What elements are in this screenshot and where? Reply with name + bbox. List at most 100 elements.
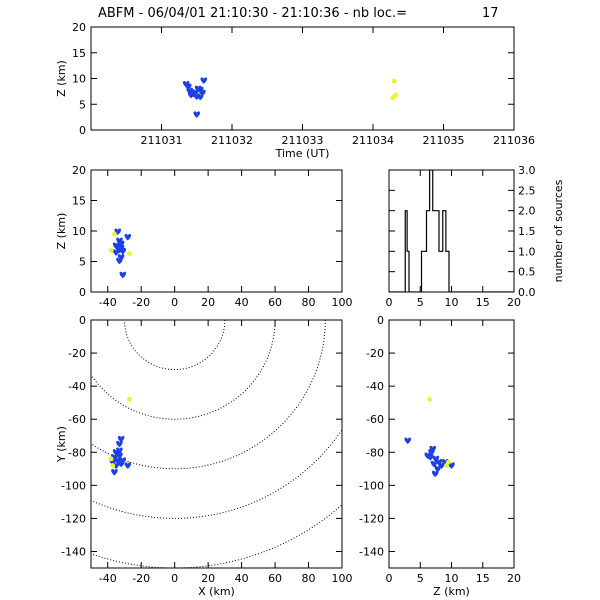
x-height-point-yellow-2 bbox=[127, 251, 132, 256]
x-height-point-blue-9 bbox=[119, 271, 127, 279]
plan-view-point-blue-3 bbox=[116, 452, 123, 459]
plan-view-ytick-label: -140 bbox=[61, 545, 86, 558]
x-height-point-blue-12 bbox=[117, 244, 125, 252]
time-height-xtick-label: 211031 bbox=[141, 134, 183, 147]
time-height-ytick-label: 20 bbox=[72, 21, 86, 34]
x-height-series-blue bbox=[112, 228, 132, 279]
count-text: 17 bbox=[482, 6, 499, 21]
plan-view-contour-1 bbox=[91, 320, 276, 420]
x-height-series-yellow bbox=[108, 231, 132, 256]
x-height-point-blue-11 bbox=[112, 242, 120, 250]
histogram-xtick-label: 20 bbox=[507, 296, 521, 309]
height-y-point-blue-7 bbox=[434, 465, 442, 473]
height-y-series-yellow bbox=[427, 396, 451, 468]
histogram-frame bbox=[388, 169, 515, 293]
x-height-xtick-label: -20 bbox=[132, 296, 150, 309]
histogram-ytick-label: 3.0 bbox=[518, 164, 536, 177]
time-height-ytick-label: 10 bbox=[72, 73, 86, 86]
height-y-ytick-label: -60 bbox=[366, 413, 384, 426]
x-height-xtick-label: 40 bbox=[235, 296, 249, 309]
height-y-point-blue-11 bbox=[426, 454, 434, 461]
x-height-point-blue-10 bbox=[124, 233, 132, 241]
histogram-ytick-label: 2.5 bbox=[518, 184, 536, 197]
height-histogram-panel: 0 5 10 15 200.0 0.5 1.0 1.5 2.0 2.5 3.0 number of s… bbox=[386, 164, 566, 309]
time-height-point-blue-5 bbox=[200, 77, 208, 84]
time-height-point-yellow-2 bbox=[390, 95, 396, 100]
height-y-point-yellow-0 bbox=[427, 396, 433, 402]
plan-view-xtick-label: 60 bbox=[268, 572, 282, 585]
height-y-xlabel: Z (km) bbox=[433, 585, 470, 598]
x-height-point-yellow-0 bbox=[112, 231, 117, 237]
plan-view-xtick-label: -20 bbox=[132, 572, 150, 585]
time-height-ytick-label: 5 bbox=[79, 98, 86, 111]
time-height-ytick-label: 0 bbox=[79, 124, 86, 137]
x-height-xtick-label: 60 bbox=[268, 296, 282, 309]
height-y-ytick-label: -100 bbox=[359, 479, 384, 492]
height-y-ytick-label: -40 bbox=[366, 380, 384, 393]
height-y-point-blue-6 bbox=[430, 460, 438, 468]
plan-view-xtick-label: 80 bbox=[302, 572, 316, 585]
height-y-point-blue-12 bbox=[438, 462, 445, 469]
time-height-series-yellow bbox=[390, 78, 398, 100]
time-height-xtick-label: 211034 bbox=[352, 134, 394, 147]
time-height-xtick-label: 211035 bbox=[423, 134, 465, 147]
time-height-point-blue-11 bbox=[194, 85, 202, 93]
time-height-ylabel: Z (km) bbox=[55, 60, 68, 97]
plan-view-ytick-label: -100 bbox=[61, 479, 86, 492]
histogram-ylabel: number of sources bbox=[552, 179, 565, 282]
height-y-ytick-label: -80 bbox=[366, 446, 384, 459]
height-y-xtick-label: 15 bbox=[476, 572, 490, 585]
time-height-panel: 211031 211032 211033 211034 211035 211036 0 5 10… bbox=[55, 21, 535, 160]
time-height-xlabel: Time (UT) bbox=[275, 147, 330, 160]
plan-view-panel: -40 -20 0 20 40 60 80 100 -140 -120 -100 -80 -60 -40 -… bbox=[55, 314, 353, 598]
histogram-ytick-label: 1.5 bbox=[518, 225, 536, 238]
height-y-point-yellow-2 bbox=[444, 463, 449, 468]
plan-view-xtick-label: 20 bbox=[201, 572, 215, 585]
x-height-xtick-label: -40 bbox=[99, 296, 117, 309]
plan-view-point-yellow-2 bbox=[110, 463, 116, 468]
x-height-ytick-label: 10 bbox=[72, 225, 86, 238]
plan-view-ytick-label: -120 bbox=[61, 512, 86, 525]
height-y-xtick-label: 0 bbox=[386, 572, 393, 585]
height-y-xtick-label: 10 bbox=[445, 572, 459, 585]
plan-view-point-blue-9 bbox=[111, 468, 118, 476]
x-height-ytick-label: 15 bbox=[72, 195, 86, 208]
x-height-xtick-label: 0 bbox=[171, 296, 178, 309]
x-height-point-blue-7 bbox=[117, 254, 125, 261]
x-height-panel: -40 -20 0 20 40 60 80 100 0 5 10 15 20 Z (km) bbox=[55, 164, 353, 309]
x-height-frame bbox=[90, 169, 343, 293]
plan-view-xtick-label: -40 bbox=[99, 572, 117, 585]
height-y-xtick-label: 5 bbox=[417, 572, 424, 585]
x-height-ytick-label: 0 bbox=[79, 286, 86, 299]
histogram-ytick-label: 0.5 bbox=[518, 266, 536, 279]
histogram-step-line bbox=[389, 170, 514, 292]
plan-view-contours bbox=[91, 320, 342, 568]
plan-view-point-blue-1 bbox=[116, 440, 123, 448]
time-height-point-blue-6 bbox=[193, 111, 201, 118]
plan-view-ytick-label: -40 bbox=[68, 380, 86, 393]
plan-view-point-blue-0 bbox=[117, 435, 125, 443]
plan-view-point-blue-11 bbox=[119, 457, 127, 464]
histogram-ytick-label: 1.0 bbox=[518, 245, 536, 258]
x-height-xtick-label: 100 bbox=[332, 296, 353, 309]
plan-view-ylabel: Y (km) bbox=[55, 426, 68, 463]
time-height-frame bbox=[90, 26, 515, 131]
height-y-point-blue-3 bbox=[429, 445, 437, 453]
histogram-ytick-label: 2.0 bbox=[518, 205, 536, 218]
plan-view-ytick-label: -60 bbox=[68, 413, 86, 426]
time-height-xtick-label: 211033 bbox=[282, 134, 324, 147]
time-height-xtick-label: 211036 bbox=[493, 134, 535, 147]
height-y-xtick-label: 20 bbox=[507, 572, 521, 585]
title-text: ABFM - 06/04/01 21:10:30 - 21:10:36 - nb… bbox=[98, 6, 407, 21]
plan-view-ytick-label: -80 bbox=[68, 446, 86, 459]
histogram-xtick-label: 0 bbox=[386, 296, 393, 309]
histogram-xtick-label: 5 bbox=[417, 296, 424, 309]
time-height-series-blue bbox=[182, 77, 208, 118]
plan-view-xtick-label: 40 bbox=[235, 572, 249, 585]
plan-view-series-blue bbox=[109, 435, 132, 476]
plan-view-xlabel: X (km) bbox=[198, 585, 235, 598]
x-height-xtick-label: 20 bbox=[201, 296, 215, 309]
plan-view-ytick-label: 0 bbox=[79, 314, 86, 327]
x-height-point-blue-5 bbox=[112, 249, 120, 256]
plan-view-ytick-label: -20 bbox=[68, 347, 86, 360]
